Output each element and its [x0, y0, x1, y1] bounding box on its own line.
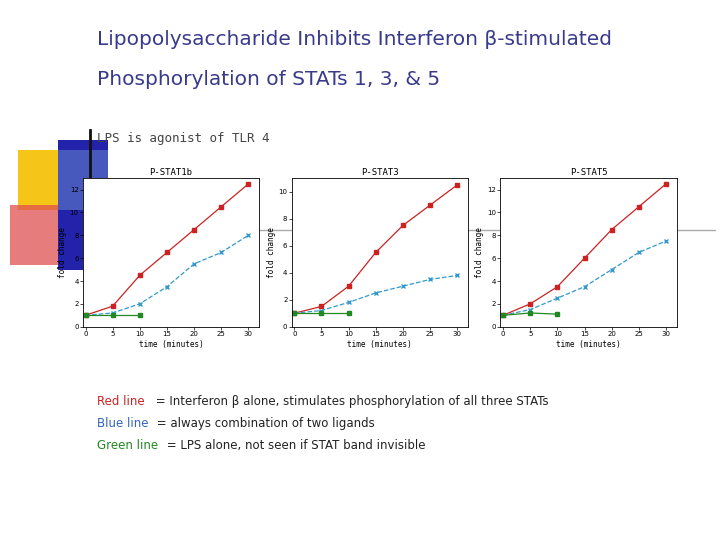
Y-axis label: fold change: fold change: [58, 227, 67, 278]
X-axis label: time (minutes): time (minutes): [139, 340, 203, 349]
Text: Green line: Green line: [97, 439, 158, 452]
Title: P-STAT3: P-STAT3: [361, 168, 399, 178]
Bar: [10, 205, 70, 265]
Bar: [18, 150, 78, 210]
Text: Phosphorylation of STATs 1, 3, & 5: Phosphorylation of STATs 1, 3, & 5: [97, 70, 441, 89]
Y-axis label: fold change: fold change: [266, 227, 276, 278]
Bar: [58, 140, 108, 270]
Title: P-STAT5: P-STAT5: [570, 168, 608, 178]
Bar: [58, 150, 108, 210]
Y-axis label: fold change: fold change: [475, 227, 485, 278]
Text: Lipopolysaccharide Inhibits Interferon β-stimulated: Lipopolysaccharide Inhibits Interferon β…: [97, 30, 612, 49]
Text: Red line: Red line: [97, 395, 145, 408]
Text: = always combination of two ligands: = always combination of two ligands: [153, 417, 375, 430]
X-axis label: time (minutes): time (minutes): [557, 340, 621, 349]
Title: P-STAT1b: P-STAT1b: [150, 168, 192, 178]
Text: Blue line: Blue line: [97, 417, 149, 430]
Text: LPS is agonist of TLR 4: LPS is agonist of TLR 4: [97, 132, 270, 145]
Text: = Interferon β alone, stimulates phosphorylation of all three STATs: = Interferon β alone, stimulates phospho…: [152, 395, 549, 408]
X-axis label: time (minutes): time (minutes): [348, 340, 412, 349]
Text: = LPS alone, not seen if STAT band invisible: = LPS alone, not seen if STAT band invis…: [163, 439, 426, 452]
